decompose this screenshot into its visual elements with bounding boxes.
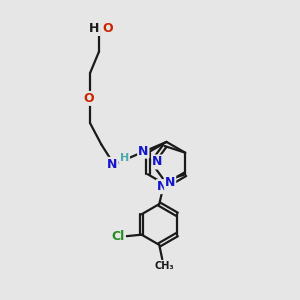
Text: N: N: [152, 155, 163, 169]
Text: O: O: [84, 92, 94, 105]
Text: O: O: [102, 22, 113, 35]
Text: H: H: [120, 153, 129, 163]
Text: Cl: Cl: [112, 230, 125, 243]
Text: N: N: [138, 145, 148, 158]
Text: N: N: [107, 158, 118, 171]
Text: CH₃: CH₃: [155, 261, 175, 271]
Text: N: N: [165, 176, 175, 189]
Text: N: N: [157, 180, 167, 193]
Text: H: H: [89, 22, 100, 35]
